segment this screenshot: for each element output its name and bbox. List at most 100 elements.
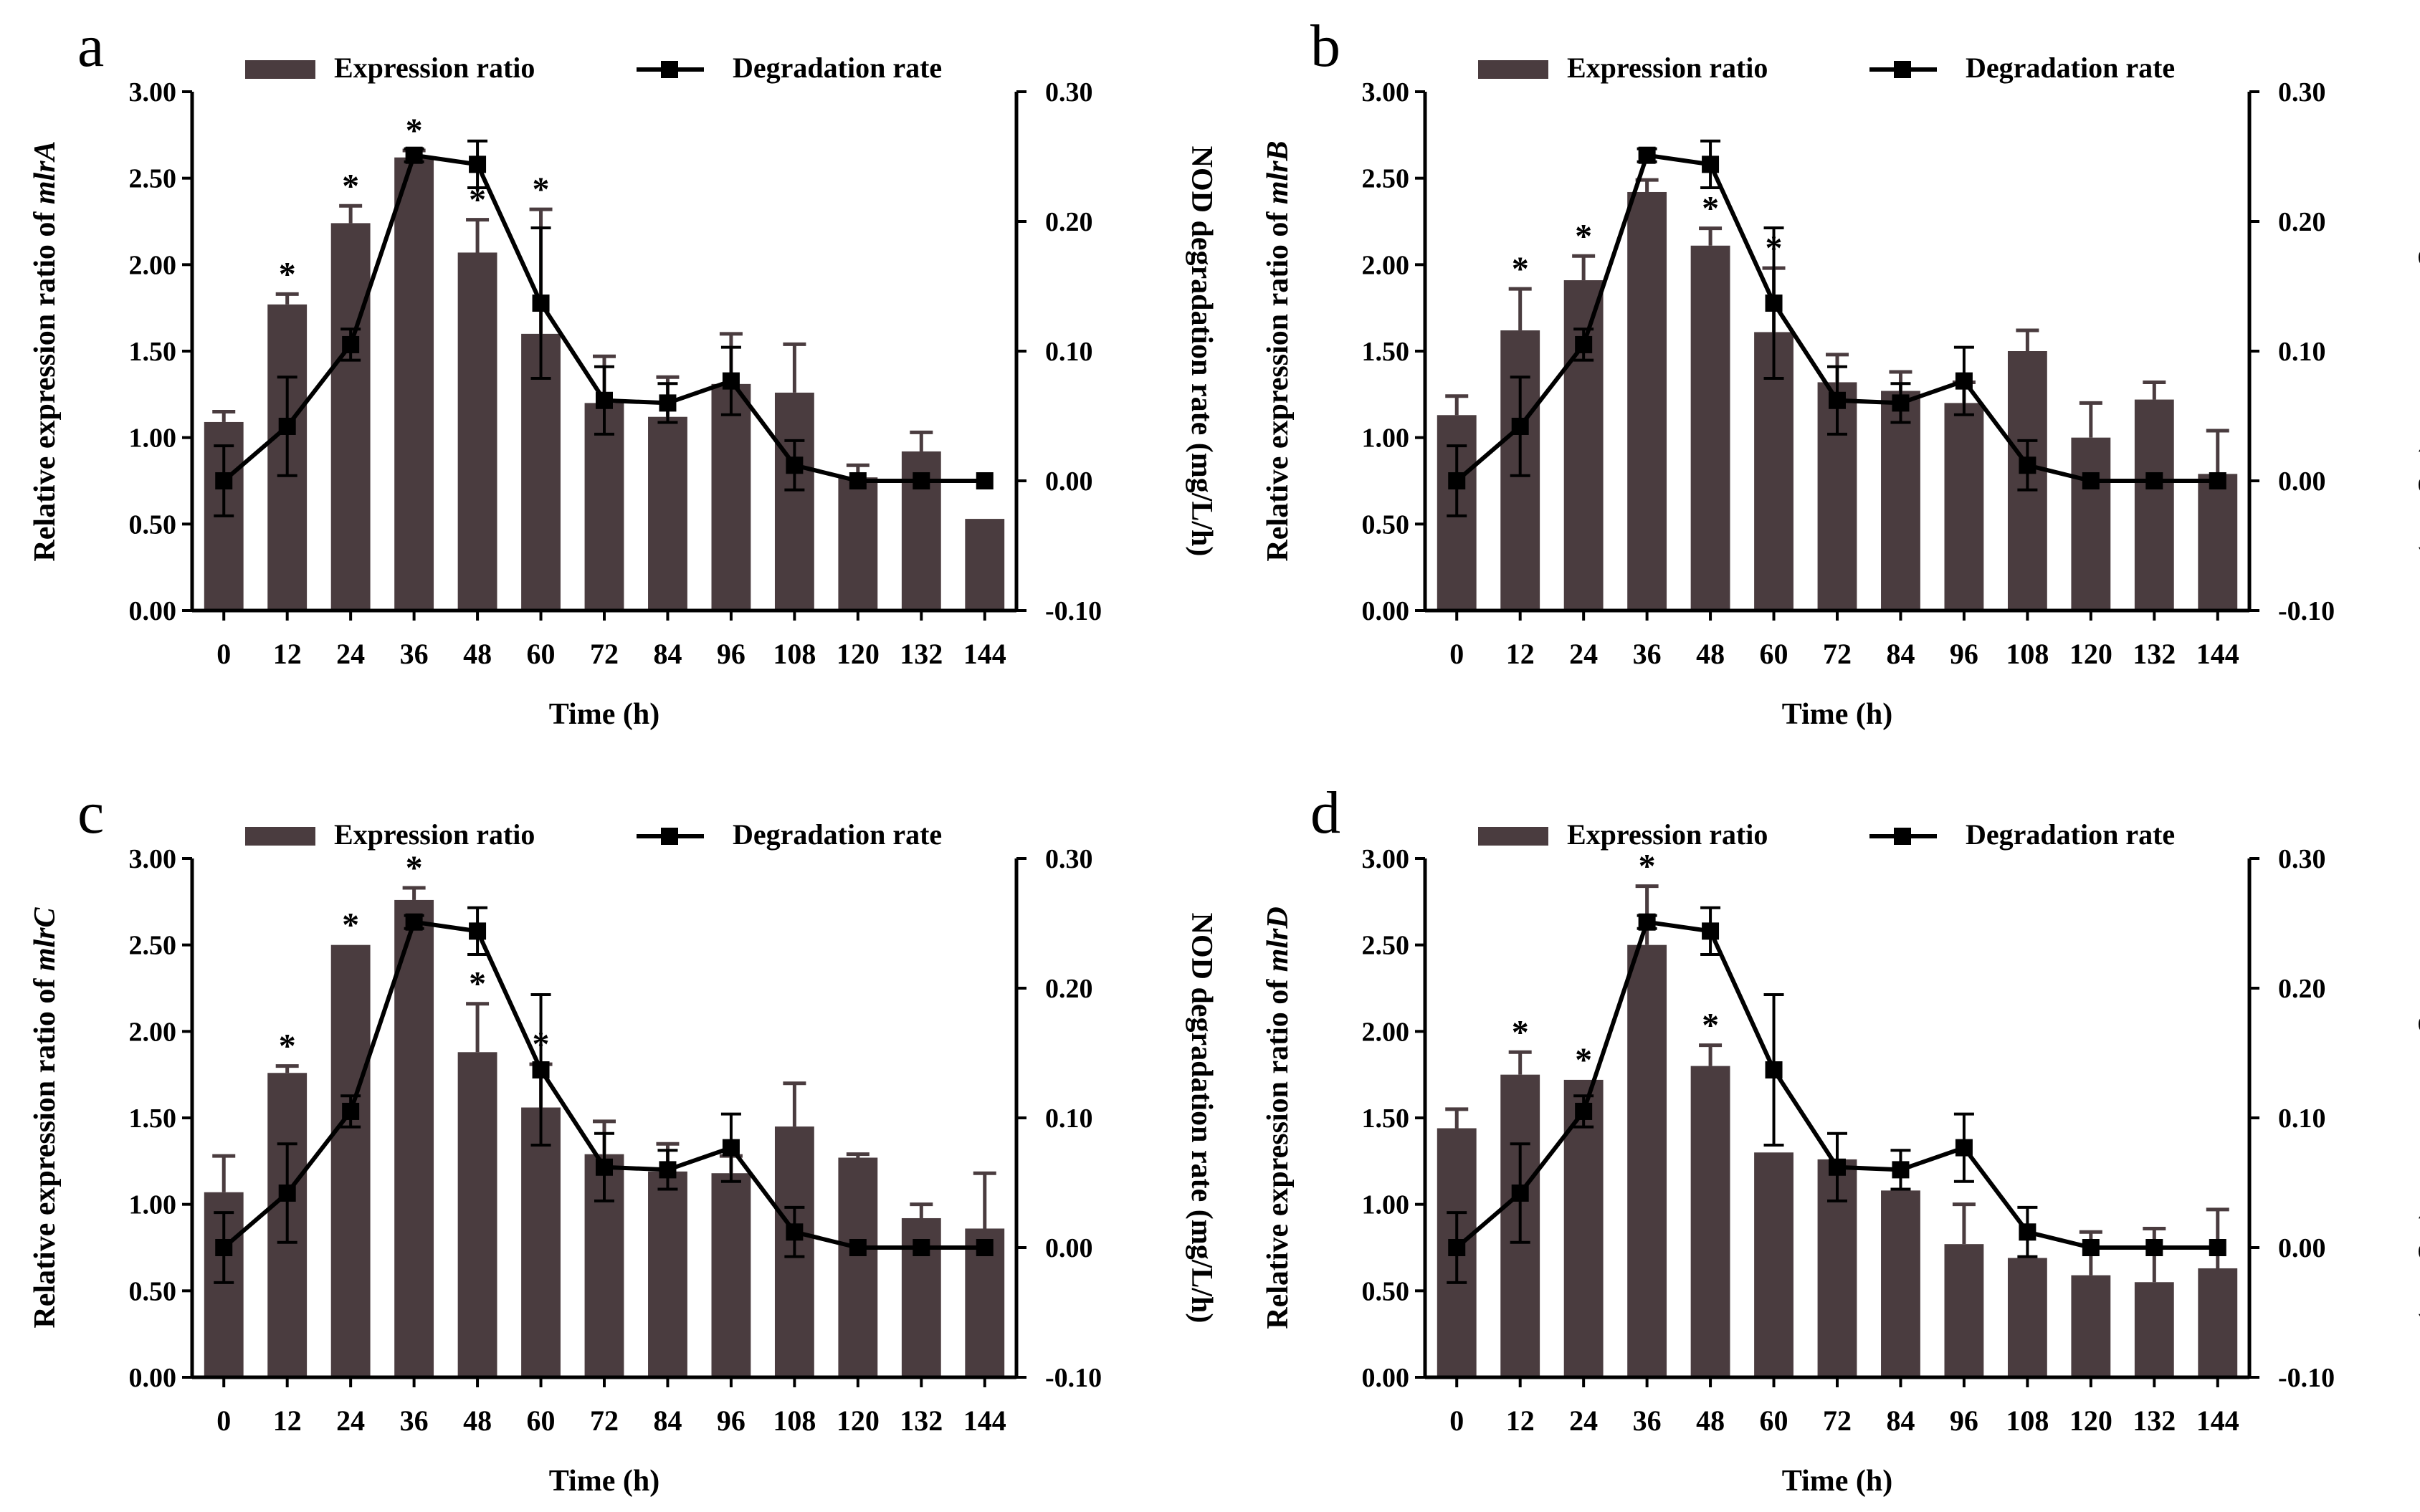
x-tick-label: 120 [2069,638,2112,670]
bar-24 [330,223,371,611]
x-tick-label: 72 [1823,1405,1852,1437]
line-point-84 [1892,1161,1910,1179]
significance-star-24: * [342,906,359,944]
line-point-132 [913,472,930,489]
x-tick-label: 0 [1449,1405,1464,1437]
legend-line-label: Degradation rate [1966,52,2175,84]
left-tick-label: 0.50 [1362,1276,1410,1306]
line-point-144 [2209,472,2226,489]
line-point-72 [1829,1158,1846,1176]
line-point-144 [976,1239,994,1256]
line-point-12 [278,1184,296,1202]
legend-line-label: Degradation rate [1966,818,2175,851]
significance-star-60: * [1766,229,1783,267]
line-point-96 [722,1139,740,1157]
bar-84 [648,1171,687,1377]
y-axis-label-gene: mlrB [1262,140,1295,204]
x-tick-label: 0 [216,638,231,670]
right-tick-label: 0.20 [2278,207,2326,237]
line-point-0 [1448,1239,1466,1256]
bar-84 [1881,391,1920,611]
legend-bar-label: Expression ratio [334,818,535,851]
significance-star-12: * [1512,250,1529,288]
legend-line-label: Degradation rate [733,818,942,851]
bar-36 [1627,944,1667,1377]
line-point-0 [215,472,233,489]
x-tick-label: 36 [1633,638,1662,670]
bar-144 [2198,474,2238,611]
left-tick-label: 2.50 [129,164,177,194]
y2-axis-label: NOD degradation rate (mg/L/h) [1185,146,1218,557]
bar-36 [394,899,434,1377]
line-point-36 [405,146,423,164]
x-tick-label: 60 [1760,1405,1788,1437]
left-tick-label: 0.50 [129,509,177,540]
legend-bar-label: Expression ratio [1567,52,1768,84]
legend-bar-label: Expression ratio [1567,818,1768,851]
x-tick-label: 24 [1569,638,1598,670]
significance-star-12: * [1512,1013,1529,1051]
significance-star-36: * [1639,141,1656,179]
x-tick-label: 84 [1886,1405,1915,1437]
line-point-12 [1511,1184,1529,1202]
x-tick-label: 144 [963,1405,1006,1437]
significance-star-48: * [469,965,486,1003]
significance-star-48: * [1702,190,1719,228]
significance-star-36: * [406,849,423,887]
left-tick-label: 2.50 [1362,931,1410,961]
line-point-60 [532,1061,550,1079]
line-point-120 [849,472,867,489]
right-tick-label: 0.20 [1045,207,1093,237]
line-point-24 [342,1102,360,1120]
bar-96 [711,383,751,611]
x-tick-label: 144 [2196,638,2239,670]
y-axis-label-gene: mlrD [1262,906,1295,972]
chart-panel-a: a Expression ratio Degradation rate * * * * * 0.… [29,13,1218,731]
line-point-60 [1765,295,1783,312]
right-tick-label: 0.00 [2278,1233,2326,1263]
left-tick-label: 0.50 [129,1276,177,1306]
x-axis-label: Time (h) [549,698,659,731]
legend-line-label: Degradation rate [733,52,942,84]
right-tick-label: 0.10 [2278,1104,2326,1134]
x-tick-label: 36 [400,1405,429,1437]
x-axis-label: Time (h) [1782,698,1892,731]
significance-star-24: * [1575,217,1592,255]
right-tick-label: 0.30 [2278,77,2326,107]
line-point-48 [469,155,487,173]
legend: Expression ratio Degradation rate [245,52,942,84]
y-axis-label-prefix: Relative expression ratio of [1262,204,1295,561]
x-tick-label: 0 [1449,638,1464,670]
line-point-0 [215,1239,233,1256]
x-tick-label: 120 [837,638,880,670]
x-tick-label: 120 [837,1405,880,1437]
left-tick-label: 1.00 [129,1190,177,1220]
left-tick-label: 2.00 [129,250,177,280]
left-tick-label: 1.50 [129,1104,177,1134]
line-point-72 [1829,391,1846,409]
left-tick-label: 0.00 [129,596,177,626]
legend-line-marker [661,61,678,78]
x-tick-label: 24 [336,638,365,670]
line-point-144 [2209,1239,2226,1256]
line-point-36 [405,913,423,931]
left-tick-label: 3.00 [129,77,177,107]
line-point-144 [976,472,994,489]
x-axis-label: Time (h) [549,1465,659,1498]
x-tick-label: 96 [717,1405,745,1437]
bar-48 [1690,245,1730,611]
line-point-108 [2019,456,2036,474]
right-tick-label: -0.10 [2278,596,2335,626]
line-point-36 [1638,146,1656,164]
x-tick-label: 108 [2006,1405,2049,1437]
x-tick-label: 72 [1823,638,1852,670]
line-point-120 [2082,472,2100,489]
line-point-48 [469,922,487,940]
bar-108 [774,392,814,611]
legend-bar-swatch [1478,827,1548,846]
bar-120 [2071,437,2111,611]
x-tick-label: 24 [1569,1405,1598,1437]
bar-132 [2134,1282,2174,1377]
y2-axis-label: NOD degradation rate (mg/L/h) [1185,913,1218,1324]
left-tick-label: 0.00 [129,1363,177,1393]
